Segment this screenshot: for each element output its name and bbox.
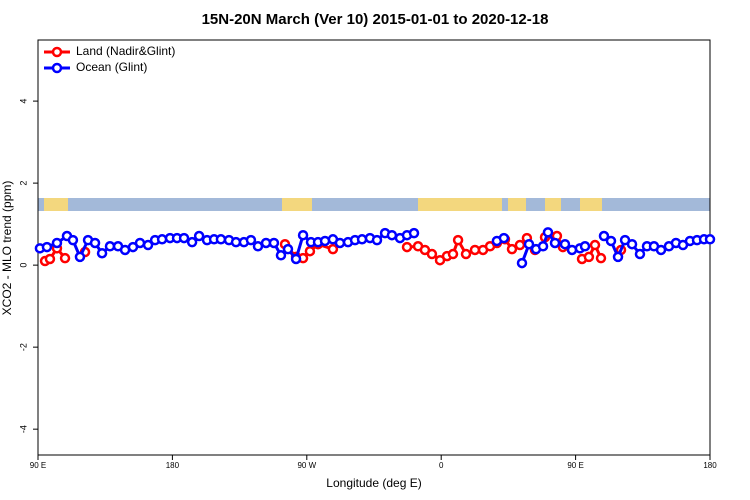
- point: [589, 239, 601, 251]
- point: [275, 250, 287, 261]
- y-tick-label: 4: [18, 99, 28, 104]
- land-patch: [545, 198, 561, 211]
- point: [142, 239, 154, 251]
- point: [156, 234, 168, 245]
- point: [89, 237, 101, 249]
- point: [41, 241, 53, 253]
- point: [96, 247, 108, 259]
- land-patch: [580, 198, 602, 211]
- point: [506, 243, 518, 255]
- x-tick-label: 90 W: [297, 461, 316, 470]
- point: [186, 236, 198, 248]
- point: [579, 241, 591, 252]
- x-tick-label: 0: [439, 461, 444, 470]
- point: [549, 237, 561, 249]
- point: [523, 238, 535, 250]
- point: [626, 238, 638, 250]
- legend-marker: [51, 46, 63, 58]
- point: [595, 252, 607, 264]
- chart-title: 15N-20N March (Ver 10) 2015-01-01 to 202…: [202, 11, 549, 28]
- y-tick-label: 2: [18, 181, 28, 186]
- point: [59, 252, 71, 264]
- point: [252, 241, 264, 252]
- x-tick-label: 180: [166, 461, 180, 470]
- point: [559, 238, 571, 250]
- point: [51, 237, 63, 249]
- y-tick-label: -4: [18, 425, 28, 433]
- point: [605, 235, 617, 247]
- point: [655, 244, 667, 256]
- land-patch: [508, 198, 526, 211]
- legend-label: Ocean (Glint): [76, 60, 147, 74]
- point: [542, 227, 554, 238]
- x-tick-label: 90 E: [30, 461, 46, 470]
- point: [426, 248, 438, 260]
- point: [498, 232, 510, 244]
- x-tick-label: 90 E: [567, 461, 583, 470]
- point: [304, 245, 316, 257]
- point: [516, 257, 528, 269]
- point: [612, 251, 624, 263]
- point: [282, 243, 294, 255]
- point: [134, 237, 146, 249]
- point: [356, 234, 368, 245]
- legend-marker: [51, 62, 63, 74]
- point: [704, 234, 716, 245]
- point: [634, 248, 646, 260]
- point: [408, 227, 420, 239]
- point: [44, 253, 56, 265]
- y-axis-label: XCO2 - MLO trend (ppm): [0, 181, 14, 316]
- y-tick-label: 0: [18, 263, 28, 268]
- point: [334, 237, 346, 249]
- point: [371, 234, 383, 246]
- point: [583, 251, 595, 263]
- point: [460, 248, 472, 260]
- point: [327, 243, 339, 255]
- ocean-band: [38, 198, 710, 211]
- land-patch: [418, 198, 502, 211]
- point: [401, 241, 413, 253]
- land-patch: [44, 198, 68, 211]
- point: [245, 234, 257, 246]
- x-tick-label: 180: [703, 461, 717, 470]
- point: [268, 237, 280, 249]
- y-tick-label: -2: [18, 343, 28, 351]
- point: [598, 230, 610, 242]
- point: [452, 234, 464, 246]
- point: [74, 251, 86, 263]
- point: [386, 229, 398, 241]
- point: [104, 241, 116, 252]
- map-strip: [38, 198, 710, 211]
- point: [469, 244, 481, 256]
- point: [178, 232, 190, 244]
- point: [514, 239, 526, 251]
- point: [215, 234, 227, 245]
- point: [193, 230, 205, 242]
- point: [447, 248, 459, 260]
- land-patch: [282, 198, 312, 211]
- point: [290, 253, 302, 265]
- x-axis-label: Longitude (deg E): [326, 476, 421, 490]
- point: [67, 234, 79, 246]
- point: [297, 229, 309, 241]
- point: [537, 241, 549, 252]
- legend-label: Land (Nadir&Glint): [76, 44, 175, 58]
